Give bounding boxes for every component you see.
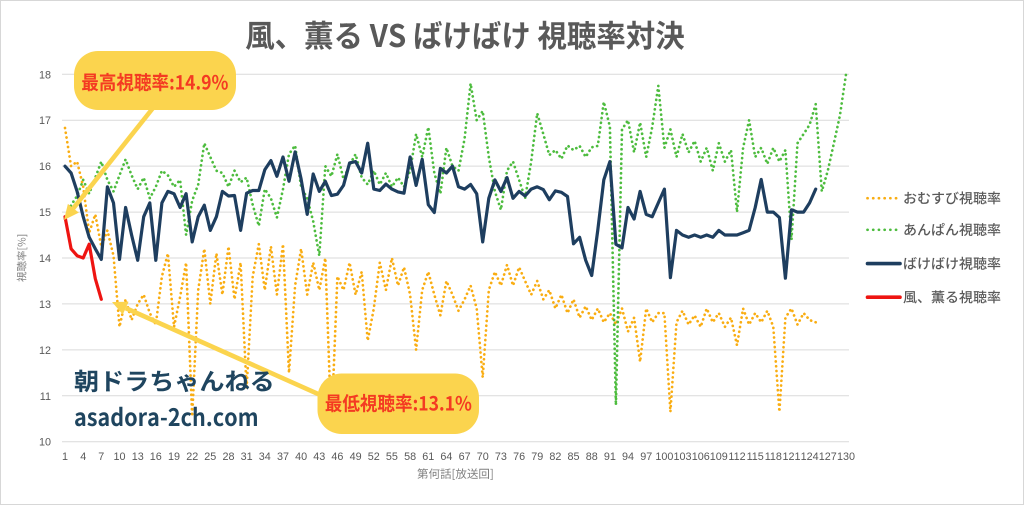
svg-text:40: 40 xyxy=(295,451,307,463)
svg-text:14: 14 xyxy=(39,253,51,265)
svg-text:100: 100 xyxy=(655,451,673,463)
svg-text:1: 1 xyxy=(62,451,68,463)
svg-text:43: 43 xyxy=(313,451,325,463)
svg-text:37: 37 xyxy=(277,451,289,463)
svg-text:28: 28 xyxy=(222,451,234,463)
svg-text:73: 73 xyxy=(495,451,507,463)
svg-text:58: 58 xyxy=(404,451,416,463)
svg-text:4: 4 xyxy=(80,451,86,463)
svg-text:25: 25 xyxy=(204,451,216,463)
svg-text:127: 127 xyxy=(819,451,837,463)
svg-text:97: 97 xyxy=(640,451,652,463)
svg-text:15: 15 xyxy=(39,207,51,219)
svg-text:64: 64 xyxy=(440,451,452,463)
svg-text:16: 16 xyxy=(150,451,162,463)
svg-text:13: 13 xyxy=(39,299,51,311)
svg-text:118: 118 xyxy=(765,451,782,463)
svg-text:16: 16 xyxy=(39,161,51,173)
svg-text:31: 31 xyxy=(241,451,253,463)
svg-text:115: 115 xyxy=(747,451,764,463)
svg-text:18: 18 xyxy=(39,69,51,81)
svg-text:11: 11 xyxy=(40,391,51,403)
svg-text:103: 103 xyxy=(673,451,691,463)
svg-text:22: 22 xyxy=(186,451,198,463)
svg-text:124: 124 xyxy=(801,451,819,463)
svg-text:85: 85 xyxy=(567,451,579,463)
svg-text:17: 17 xyxy=(39,115,51,127)
svg-text:7: 7 xyxy=(98,451,104,463)
svg-text:82: 82 xyxy=(549,451,561,463)
svg-text:70: 70 xyxy=(477,451,489,463)
svg-text:79: 79 xyxy=(531,451,543,463)
svg-text:106: 106 xyxy=(692,451,710,463)
svg-text:130: 130 xyxy=(837,451,855,463)
svg-text:55: 55 xyxy=(386,451,398,463)
svg-text:61: 61 xyxy=(422,451,434,463)
svg-text:13: 13 xyxy=(132,451,144,463)
svg-text:112: 112 xyxy=(728,451,745,463)
svg-text:67: 67 xyxy=(459,451,471,463)
svg-text:94: 94 xyxy=(622,451,634,463)
svg-text:19: 19 xyxy=(168,451,180,463)
svg-text:12: 12 xyxy=(39,345,51,357)
svg-text:46: 46 xyxy=(331,451,343,463)
svg-text:109: 109 xyxy=(710,451,728,463)
svg-text:88: 88 xyxy=(586,451,598,463)
svg-text:49: 49 xyxy=(350,451,362,463)
svg-text:76: 76 xyxy=(513,451,525,463)
svg-text:91: 91 xyxy=(604,451,616,463)
svg-text:52: 52 xyxy=(368,451,380,463)
svg-text:10: 10 xyxy=(39,437,51,449)
svg-text:121: 121 xyxy=(782,451,800,463)
svg-text:34: 34 xyxy=(259,451,271,463)
svg-text:10: 10 xyxy=(113,451,125,463)
